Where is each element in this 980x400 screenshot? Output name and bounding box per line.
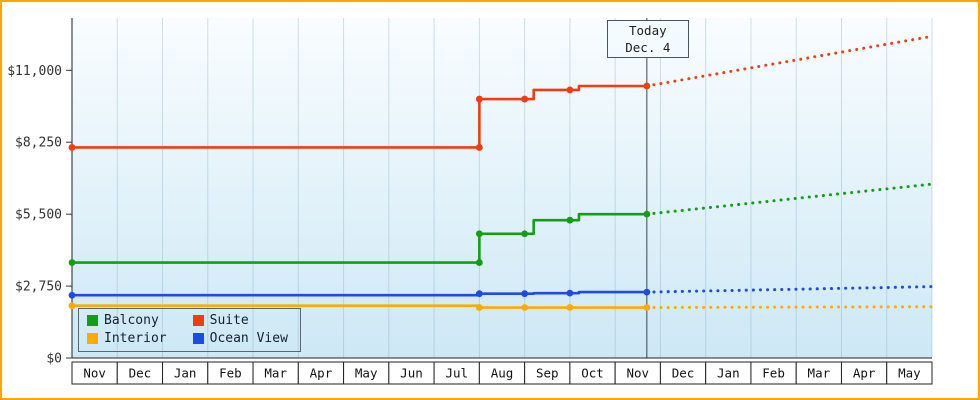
data-point-interior (521, 304, 529, 311)
x-axis-month-label: Dec (672, 366, 695, 381)
y-axis-tick-label: $8,250 (15, 136, 62, 151)
y-axis-group: $0 $2,750 $5,500 $8,250 $11,000 (7, 64, 72, 367)
legend-item-suite: Suite (192, 313, 288, 328)
data-point-balcony (566, 216, 574, 224)
data-point-balcony (643, 210, 651, 218)
x-axis-month-label: Jul (445, 366, 468, 381)
y-axis-tick-label: $0 (46, 352, 62, 367)
data-point-balcony (521, 230, 529, 238)
series-line-balcony (72, 212, 647, 264)
x-axis-month-label: Feb (762, 366, 785, 381)
legend-label: Interior (104, 331, 167, 346)
legend-item-balcony: Balcony (87, 313, 167, 328)
y-axis-tick-label: $5,500 (15, 208, 62, 223)
data-point-ocean-view (68, 291, 76, 299)
legend-label: Balcony (104, 313, 159, 328)
data-point-balcony (475, 259, 483, 266)
legend-swatch-interior (87, 333, 98, 344)
legend-swatch-ocean-view (192, 333, 204, 344)
data-point-suite (521, 95, 529, 103)
legend-label: Suite (209, 313, 249, 328)
y-axis-tick-label: $11,000 (7, 64, 62, 79)
x-axis-month-label: Oct (581, 366, 604, 381)
series-line-suite (72, 84, 647, 149)
legend-item-interior: Interior (87, 331, 167, 346)
data-point-ocean-view (643, 288, 651, 296)
data-point-ocean-view (475, 290, 483, 298)
data-point-ocean-view (521, 290, 529, 298)
y-axis-tick-label: $2,750 (15, 280, 62, 295)
x-axis-month-label: Apr (853, 366, 876, 381)
x-axis-month-label: Jan (717, 366, 740, 381)
data-point-ocean-view (566, 289, 574, 297)
data-point-suite (68, 144, 76, 151)
data-point-interior (475, 304, 483, 311)
series-forecast-balcony (645, 182, 934, 216)
x-axis-month-label: Jun (400, 366, 423, 381)
data-point-balcony (475, 230, 483, 238)
data-point-balcony (68, 259, 76, 266)
x-axis-month-label: May (355, 366, 378, 381)
legend-label: Ocean View (209, 331, 288, 346)
x-axis-month-label: May (898, 366, 921, 381)
data-point-suite (475, 144, 483, 151)
legend-swatch-suite (192, 315, 204, 326)
series-forecast-interior (645, 305, 934, 310)
x-axis-month-label: Nov (627, 366, 650, 381)
x-axis-month-label: Sep (536, 366, 559, 381)
x-axis-month-cell (886, 361, 933, 385)
today-marker: Today Dec. 4 (606, 20, 689, 58)
series-forecast-ocean-view (645, 285, 934, 294)
x-axis-month-label: Dec (129, 366, 152, 381)
series-forecast-suite (645, 34, 934, 88)
x-axis-group: Nov Dec Jan Feb Mar Apr May Jun Jul Aug Sep Oct Nov D… (71, 361, 933, 385)
series-group (68, 34, 934, 311)
gridlines-group (116, 18, 933, 358)
x-axis-month-label: Jan (174, 366, 197, 381)
x-axis-month-label: Nov (83, 366, 106, 381)
legend-item-ocean-view: Ocean View (192, 331, 288, 346)
x-axis-month-label: Mar (264, 366, 287, 381)
x-axis-month-label: Apr (310, 366, 333, 381)
plot-background (72, 18, 932, 358)
legend-swatch-balcony (87, 315, 98, 326)
today-label: Today (629, 23, 667, 38)
axes-group (71, 18, 932, 359)
data-point-suite (566, 86, 574, 94)
data-point-suite (643, 82, 651, 90)
data-point-suite (475, 95, 483, 103)
x-axis-month-label: Mar (808, 366, 831, 381)
today-date: Dec. 4 (625, 40, 671, 55)
x-axis-month-label: Feb (219, 366, 242, 381)
data-point-interior (566, 304, 574, 311)
data-point-interior (643, 304, 651, 311)
data-point-interior (68, 302, 76, 310)
legend: Balcony Suite Interior Ocean View (78, 308, 301, 352)
x-axis-month-label: Aug (491, 366, 514, 381)
